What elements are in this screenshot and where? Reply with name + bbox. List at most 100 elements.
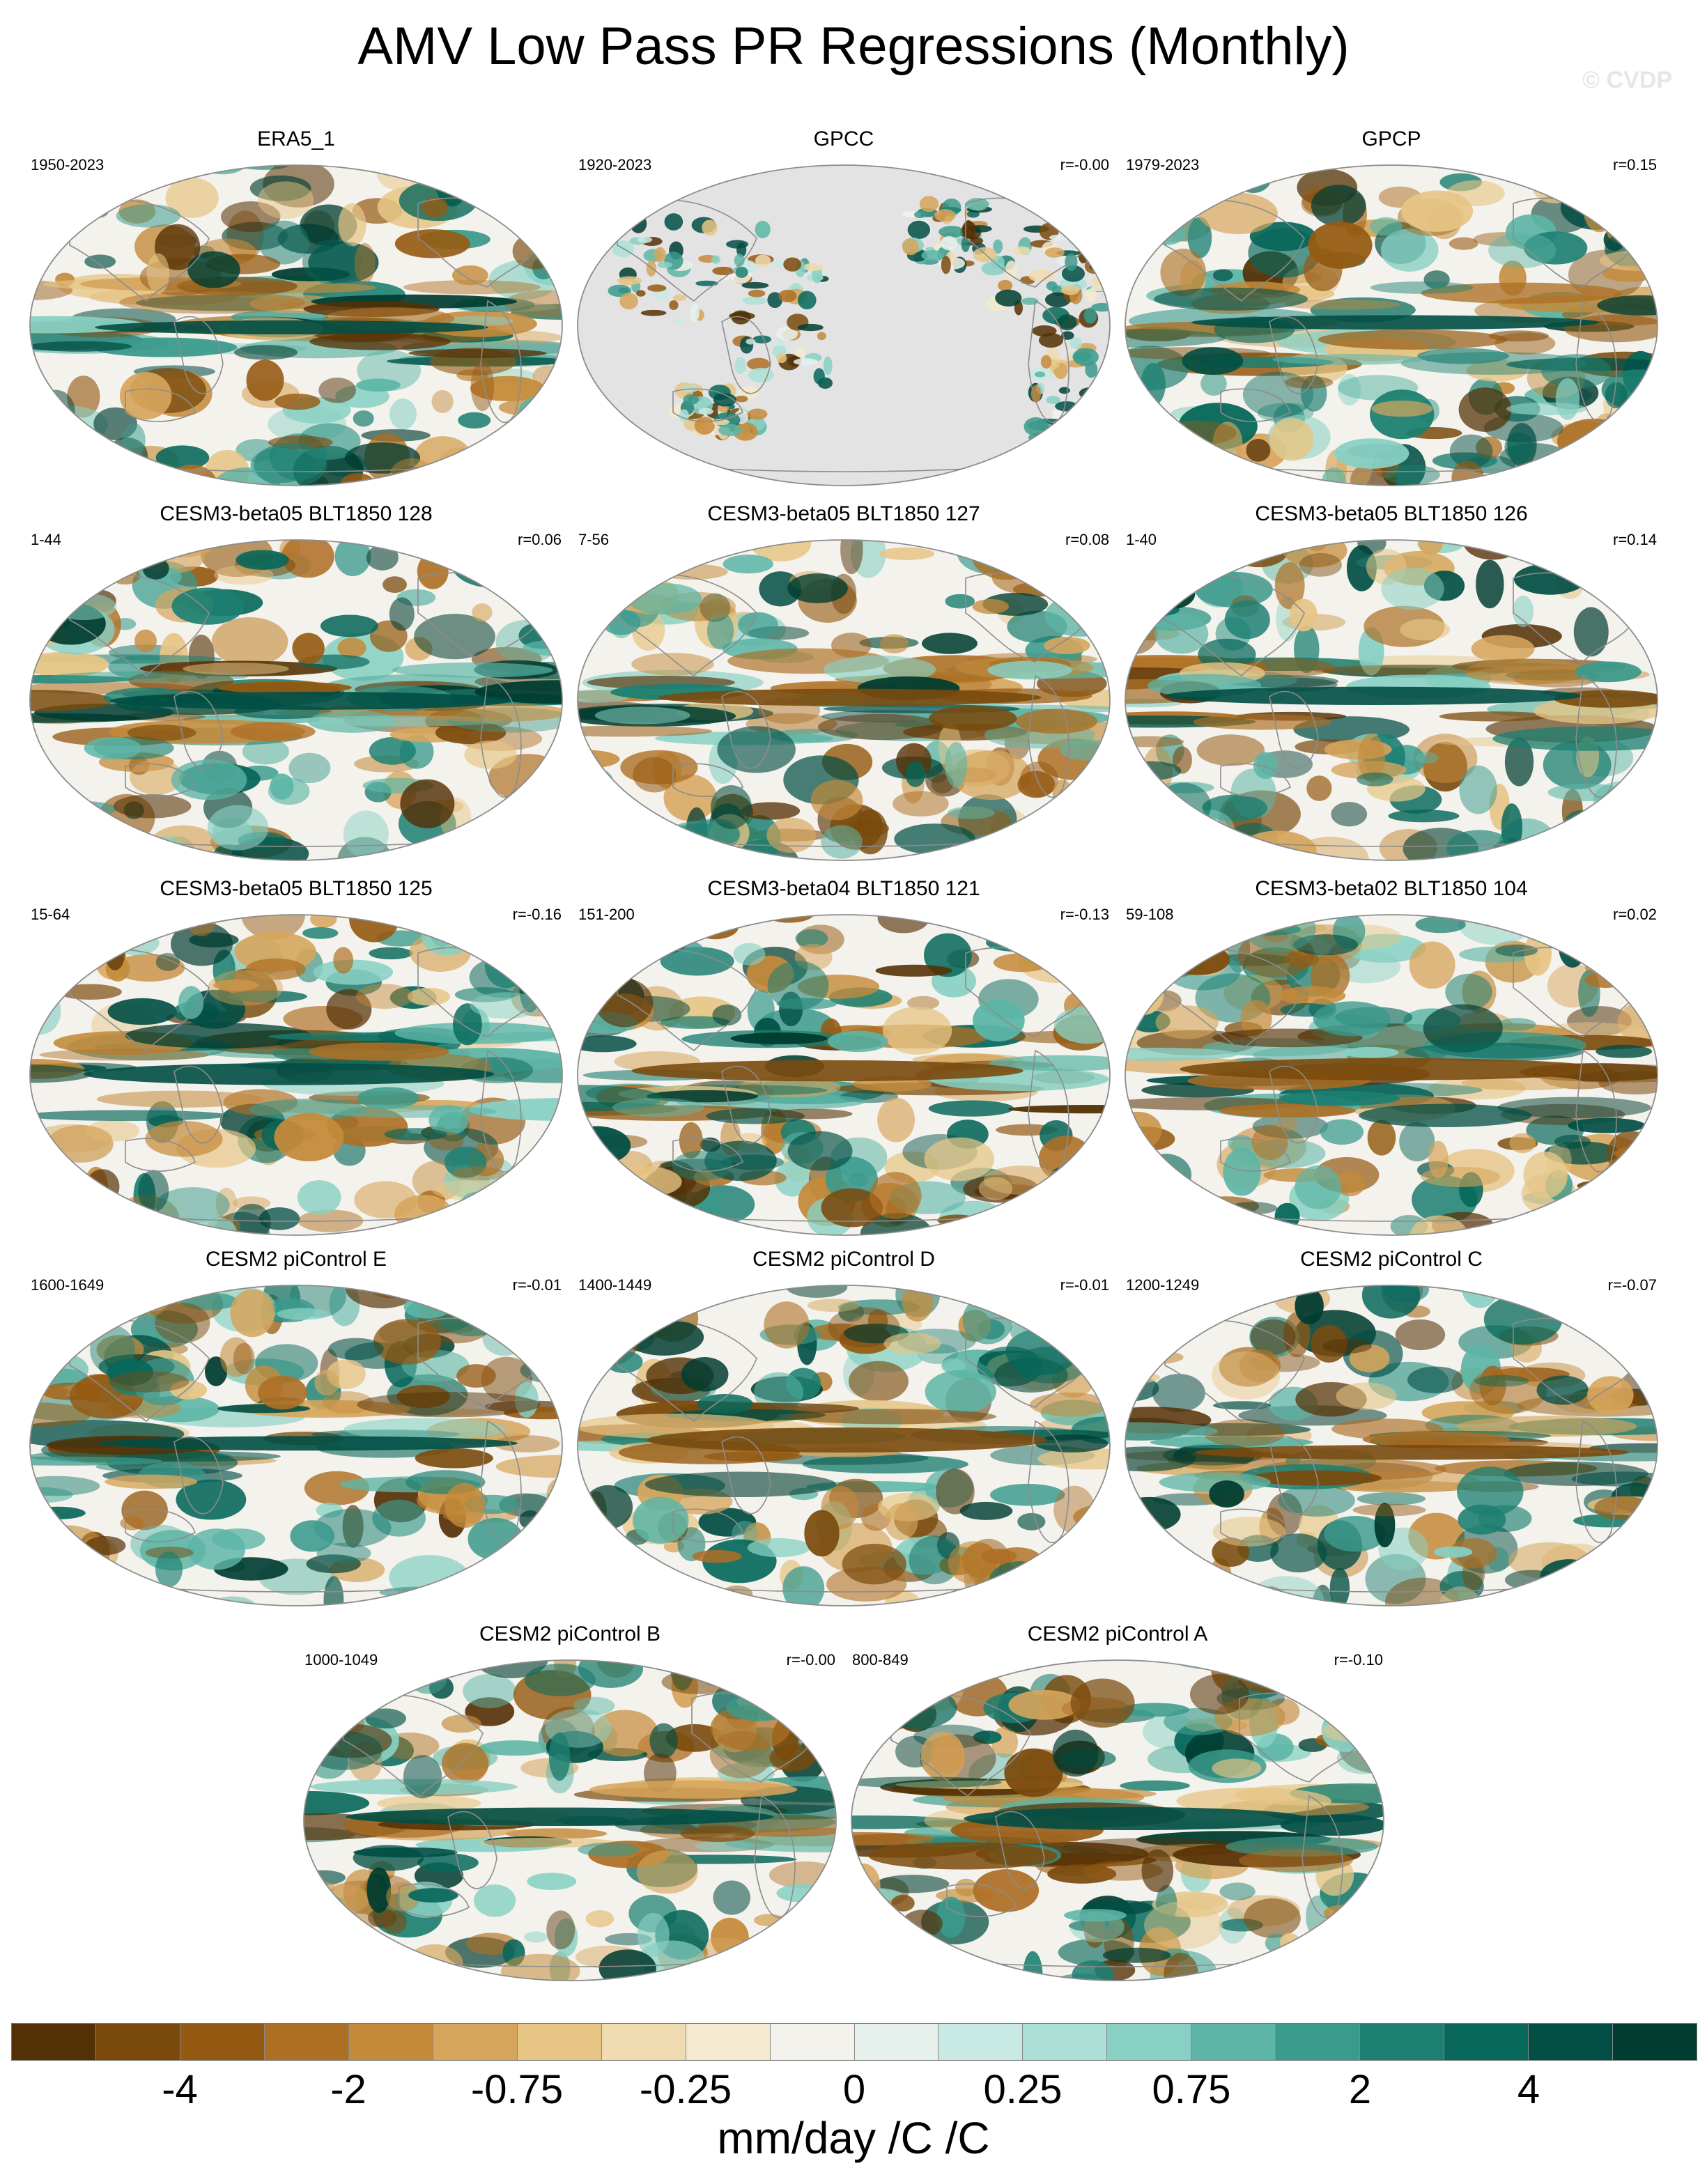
map-panel: CESM2 piControl D 1400-1449 r=-0.01 xyxy=(576,1247,1112,1609)
panel-title: CESM2 piControl C xyxy=(1300,1248,1483,1271)
colorbar xyxy=(11,2023,1697,2061)
colorbar-swatch xyxy=(180,2024,265,2060)
panel-period: 1-40 xyxy=(1126,531,1157,548)
map-panel: CESM2 piControl E 1600-1649 r=-0.01 xyxy=(28,1247,564,1609)
panel-period: 1920-2023 xyxy=(578,156,652,173)
colorbar-swatch xyxy=(517,2024,602,2060)
figure-title: AMV Low Pass PR Regressions (Monthly) xyxy=(357,17,1350,76)
robinson-map xyxy=(577,539,1111,861)
panel-correlation: r=0.06 xyxy=(518,531,562,548)
panel-period: 1600-1649 xyxy=(31,1276,105,1294)
panel-correlation: r=-0.00 xyxy=(786,1651,835,1668)
panel-period: 59-108 xyxy=(1126,906,1174,923)
map-panel: GPCC 1920-2023 r=-0.00 xyxy=(576,127,1112,489)
panel-correlation: r=0.15 xyxy=(1613,156,1657,173)
panel-correlation: r=-0.10 xyxy=(1334,1651,1383,1668)
colorbar-tick-label: 4 xyxy=(1517,2067,1540,2112)
panel-title: CESM3-beta05 BLT1850 126 xyxy=(1255,502,1528,525)
panel-period: 7-56 xyxy=(578,531,610,548)
map-panel: CESM3-beta05 BLT1850 126 1-40 r=0.14 xyxy=(1123,502,1660,864)
panel-title: GPCC xyxy=(813,127,874,150)
colorbar-swatch xyxy=(1191,2024,1276,2060)
panel-title: ERA5_1 xyxy=(257,127,335,150)
colorbar-swatch xyxy=(433,2024,518,2060)
map-panel: CESM2 piControl C 1200-1249 r=-0.07 xyxy=(1123,1247,1660,1609)
colorbar-swatch xyxy=(1276,2024,1361,2060)
panel-correlation: r=-0.07 xyxy=(1607,1276,1657,1294)
robinson-map xyxy=(1125,1285,1658,1606)
colorbar-swatch xyxy=(939,2024,1024,2060)
panel-period: 151-200 xyxy=(578,906,635,923)
panel-title: CESM2 piControl E xyxy=(205,1248,387,1271)
robinson-map xyxy=(577,164,1111,486)
colorbar-swatch xyxy=(1107,2024,1192,2060)
robinson-map xyxy=(29,914,563,1236)
panel-title: GPCP xyxy=(1361,127,1421,150)
colorbar-tick-label: 0.25 xyxy=(983,2067,1063,2112)
map-panel: GPCP 1979-2023 r=0.15 xyxy=(1123,127,1660,489)
robinson-map xyxy=(29,164,563,486)
colorbar-swatch xyxy=(686,2024,771,2060)
map-panel: CESM3-beta05 BLT1850 128 1-44 r=0.06 xyxy=(28,502,564,864)
colorbar-tick-label: 0.75 xyxy=(1152,2067,1231,2112)
colorbar-swatch xyxy=(770,2024,855,2060)
colorbar-tick-label: -0.75 xyxy=(470,2067,564,2112)
colorbar-swatch xyxy=(1613,2024,1697,2060)
panel-correlation: r=-0.13 xyxy=(1060,906,1109,923)
colorbar-swatch xyxy=(95,2024,180,2060)
robinson-map xyxy=(1125,539,1658,861)
robinson-map xyxy=(851,1659,1384,1981)
panel-correlation: r=-0.16 xyxy=(512,906,562,923)
panel-correlation: r=0.02 xyxy=(1613,906,1657,923)
panel-title: CESM3-beta04 BLT1850 121 xyxy=(707,877,980,900)
map-panel: CESM3-beta05 BLT1850 125 15-64 r=-0.16 xyxy=(28,876,564,1239)
map-panel: CESM2 piControl A 800-849 r=-0.10 xyxy=(849,1622,1386,1984)
colorbar-swatch xyxy=(854,2024,939,2060)
colorbar-tick-label: -0.25 xyxy=(639,2067,732,2112)
colorbar-swatch xyxy=(348,2024,433,2060)
map-panel: ERA5_1 1950-2023 xyxy=(28,127,564,489)
panel-correlation: r=-0.01 xyxy=(1060,1276,1109,1294)
panel-title: CESM3-beta05 BLT1850 125 xyxy=(160,877,433,900)
panel-title: CESM2 piControl D xyxy=(752,1248,935,1271)
panel-correlation: r=0.14 xyxy=(1613,531,1657,548)
robinson-map xyxy=(577,914,1111,1236)
colorbar-swatch xyxy=(601,2024,686,2060)
panel-period: 1-44 xyxy=(31,531,62,548)
cvdp-watermark: © CVDP xyxy=(1582,67,1672,93)
colorbar-swatch xyxy=(12,2024,96,2060)
panel-correlation: r=-0.01 xyxy=(512,1276,562,1294)
robinson-map xyxy=(303,1659,837,1981)
map-panel: CESM3-beta02 BLT1850 104 59-108 r=0.02 xyxy=(1123,876,1660,1239)
map-panel: CESM3-beta05 BLT1850 127 7-56 r=0.08 xyxy=(576,502,1112,864)
colorbar-tick-label: -2 xyxy=(330,2067,366,2112)
panel-correlation: r=-0.00 xyxy=(1060,156,1109,173)
panel-period: 1000-1049 xyxy=(304,1651,378,1668)
panel-period: 1400-1449 xyxy=(578,1276,652,1294)
colorbar-tick-label: 0 xyxy=(842,2067,866,2112)
colorbar-units: mm/day /C /C xyxy=(717,2113,990,2163)
panel-correlation: r=0.08 xyxy=(1065,531,1109,548)
colorbar-swatch xyxy=(264,2024,349,2060)
panel-title: CESM3-beta05 BLT1850 128 xyxy=(160,502,433,525)
panel-period: 1979-2023 xyxy=(1126,156,1200,173)
colorbar-swatch xyxy=(1444,2024,1529,2060)
panel-period: 15-64 xyxy=(31,906,70,923)
panel-period: 1950-2023 xyxy=(31,156,105,173)
panel-period: 800-849 xyxy=(852,1651,909,1668)
robinson-map xyxy=(1125,164,1658,486)
robinson-map xyxy=(29,539,563,861)
panel-title: CESM2 piControl B xyxy=(479,1622,661,1645)
robinson-map xyxy=(577,1285,1111,1606)
colorbar-swatch xyxy=(1529,2024,1614,2060)
colorbar-swatch xyxy=(1023,2024,1108,2060)
panel-title: CESM2 piControl A xyxy=(1027,1622,1208,1645)
map-panel: CESM2 piControl B 1000-1049 r=-0.00 xyxy=(302,1622,838,1984)
robinson-map xyxy=(1125,914,1658,1236)
colorbar-swatch xyxy=(1360,2024,1445,2060)
panel-title: CESM3-beta02 BLT1850 104 xyxy=(1255,877,1528,900)
colorbar-tick-label: -4 xyxy=(162,2067,198,2112)
panel-title: CESM3-beta05 BLT1850 127 xyxy=(707,502,980,525)
robinson-map xyxy=(29,1285,563,1606)
map-panel: CESM3-beta04 BLT1850 121 151-200 r=-0.13 xyxy=(576,876,1112,1239)
